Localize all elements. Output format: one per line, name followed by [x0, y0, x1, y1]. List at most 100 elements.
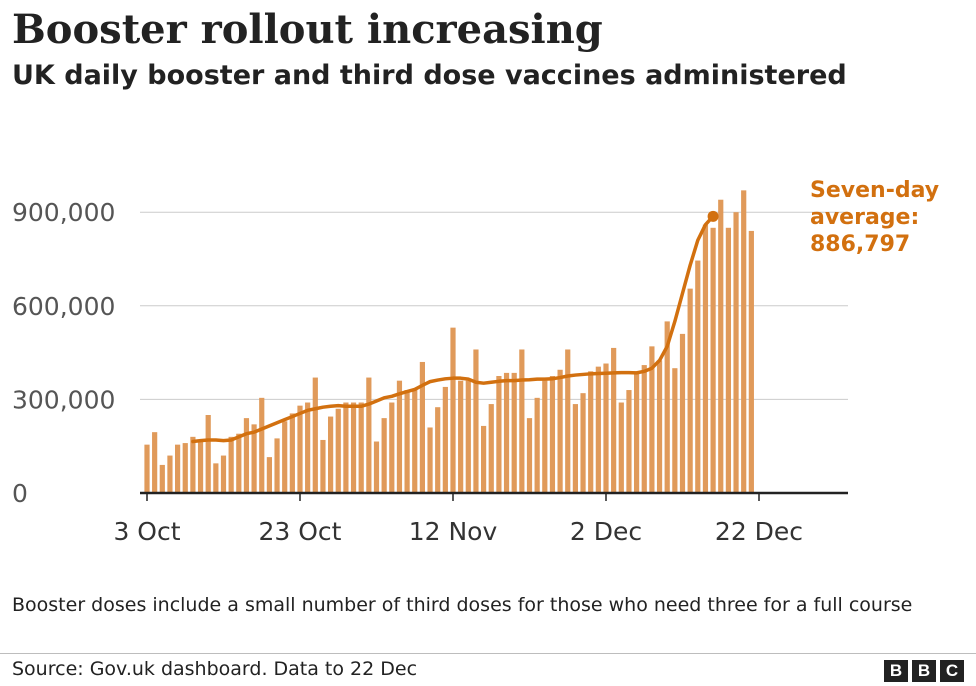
bar	[458, 380, 464, 493]
bar	[626, 390, 632, 493]
bar	[350, 402, 357, 493]
bar	[312, 377, 318, 493]
bar	[289, 413, 295, 493]
bar	[343, 402, 349, 493]
bar	[481, 425, 487, 493]
bar	[526, 418, 533, 493]
bar	[702, 224, 709, 493]
bar	[197, 439, 204, 493]
bar	[595, 366, 601, 493]
bar	[710, 227, 716, 494]
bar	[152, 432, 158, 493]
annotation-line: 886,797	[810, 232, 910, 257]
bar	[243, 418, 250, 493]
footer-divider	[0, 653, 976, 654]
bar	[572, 404, 578, 493]
bar-series	[144, 190, 754, 494]
bar	[297, 405, 303, 493]
y-tick-label: 0	[12, 479, 28, 508]
x-tick-label: 3 Oct	[113, 517, 180, 546]
bar	[366, 377, 372, 493]
bar	[144, 444, 150, 493]
bar	[672, 368, 678, 493]
bar	[213, 463, 219, 493]
bar	[373, 441, 380, 493]
bar	[404, 390, 410, 493]
y-tick-label: 600,000	[12, 292, 115, 321]
bar	[335, 408, 341, 493]
bar	[611, 347, 617, 493]
bar	[159, 464, 165, 493]
bar	[251, 424, 257, 493]
bar	[419, 361, 425, 493]
average-endpoint	[707, 210, 719, 222]
bar	[664, 321, 670, 493]
bar	[634, 371, 640, 493]
bar	[649, 346, 655, 493]
footnote: Booster doses include a small number of …	[12, 594, 913, 616]
bar	[282, 421, 288, 493]
bar	[534, 397, 540, 493]
bar	[358, 402, 364, 493]
bar	[549, 376, 556, 493]
chart-title: Booster rollout increasing	[12, 6, 603, 53]
x-tick-label: 12 Nov	[409, 517, 498, 546]
bar	[175, 444, 181, 493]
bar	[641, 365, 647, 493]
bbc-logo: B B C	[884, 660, 964, 682]
bar	[274, 438, 280, 493]
bar	[565, 349, 571, 493]
bar	[496, 376, 502, 493]
axes: 0 300,000 600,000 900,000 3 Oct 23 Oct 12 Nov 2…	[12, 198, 848, 546]
bar	[328, 416, 334, 493]
bar	[695, 260, 701, 493]
bar	[580, 393, 586, 493]
x-tick-label: 2 Dec	[570, 517, 642, 546]
bar	[519, 349, 525, 493]
bar	[305, 402, 311, 493]
bar	[588, 371, 594, 493]
average-line-series	[191, 210, 719, 444]
bar	[557, 369, 563, 493]
annotation-line: average:	[810, 205, 919, 230]
bar	[687, 288, 693, 493]
bar	[725, 227, 731, 494]
x-tick-label: 22 Dec	[715, 517, 803, 546]
bar	[733, 212, 739, 493]
average-line	[191, 214, 715, 444]
bar	[205, 415, 211, 493]
bar	[412, 390, 418, 493]
bar	[718, 199, 724, 493]
bar	[656, 360, 663, 493]
bar	[396, 380, 403, 493]
chart-area: 0 300,000 600,000 900,000 3 Oct 23 Oct 12 Nov 2…	[12, 178, 939, 546]
annotation-line: Seven-day	[810, 178, 939, 203]
x-tick-label: 23 Oct	[259, 517, 342, 546]
bar	[182, 443, 188, 493]
bar	[259, 397, 265, 493]
bar	[542, 380, 548, 493]
bar	[167, 455, 173, 493]
bar	[320, 439, 326, 493]
bar	[427, 427, 433, 493]
bar	[228, 436, 234, 493]
y-tick-label: 300,000	[12, 385, 115, 414]
chart-subtitle: UK daily booster and third dose vaccines…	[12, 60, 847, 91]
bar	[748, 230, 754, 494]
bar	[603, 363, 609, 493]
bar	[435, 407, 441, 493]
bar	[741, 190, 747, 494]
logo-letter: B	[884, 660, 908, 682]
bar	[266, 457, 272, 493]
bar	[236, 433, 242, 493]
bar	[465, 380, 471, 493]
bar	[503, 372, 510, 493]
logo-letter: C	[940, 660, 964, 682]
source-text: Source: Gov.uk dashboard. Data to 22 Dec	[12, 658, 418, 680]
bar	[442, 386, 448, 493]
bar	[488, 404, 494, 493]
bar	[381, 418, 387, 493]
bar	[511, 372, 517, 493]
bar	[389, 402, 395, 493]
bar	[220, 455, 227, 493]
